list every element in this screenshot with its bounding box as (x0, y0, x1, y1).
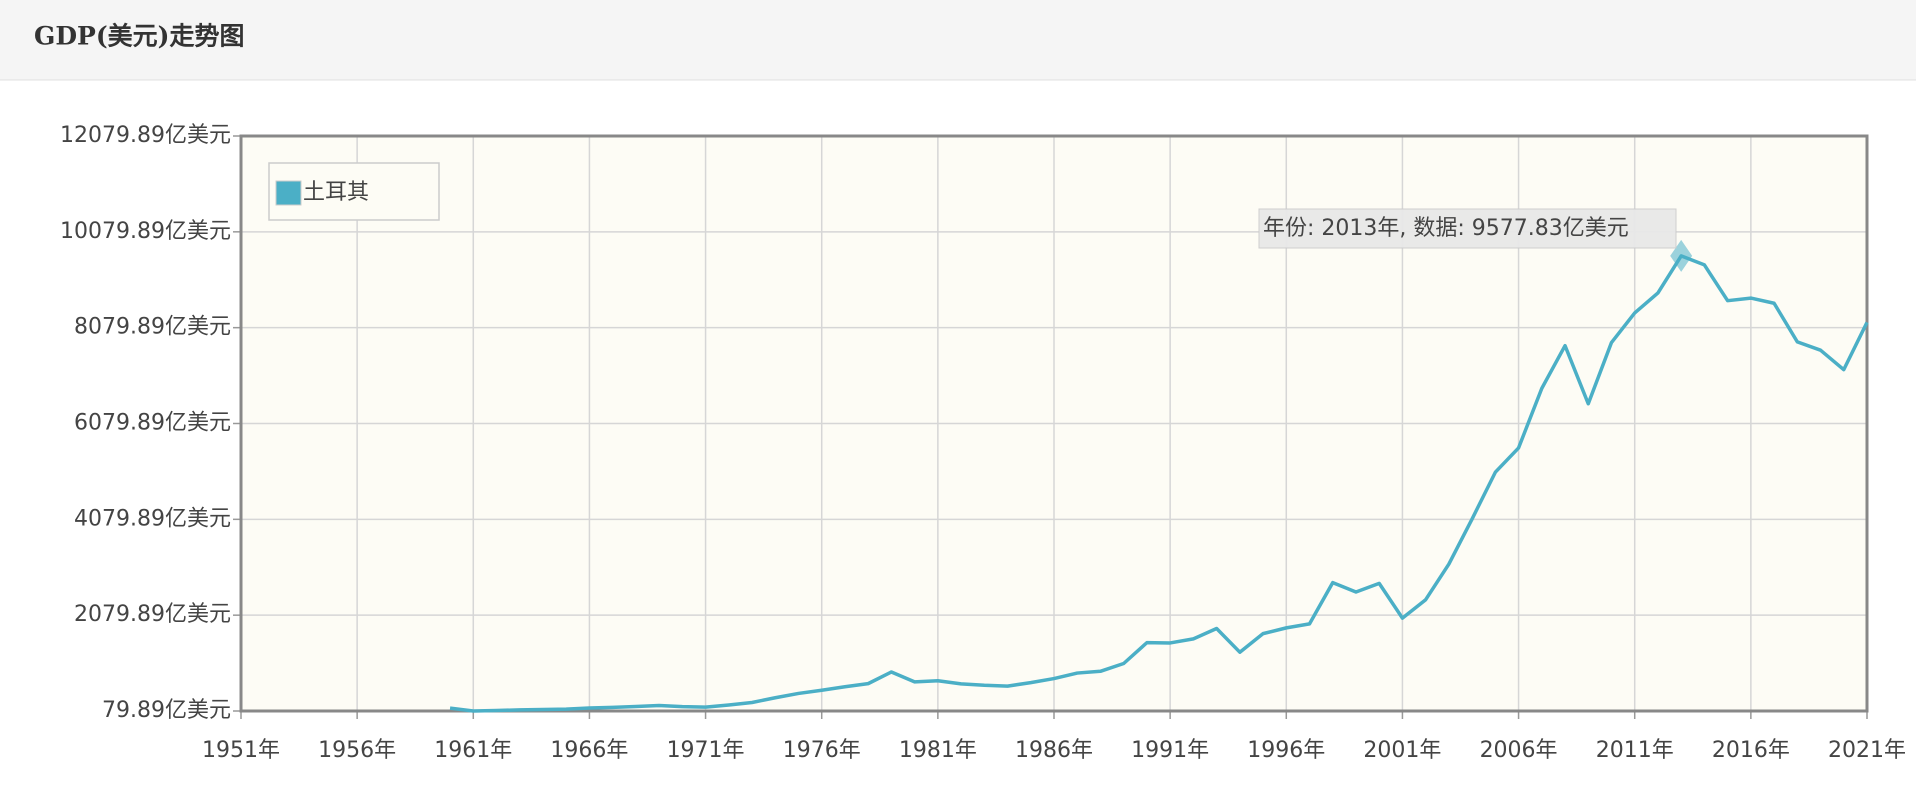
y-tick-label: 4079.89亿美元 (74, 506, 231, 531)
x-tick-label: 1981年 (899, 738, 977, 763)
x-tick-label: 1966年 (550, 738, 628, 763)
x-tick-label: 2011年 (1596, 738, 1674, 763)
x-tick-label: 1996年 (1247, 738, 1325, 763)
x-tick-label: 2021年 (1828, 738, 1906, 763)
x-tick-label: 1986年 (1015, 738, 1093, 763)
plot-frame (239, 134, 1869, 713)
x-tick-label: 2016年 (1712, 738, 1790, 763)
tooltip-text: 年份: 2013年, 数据: 9577.83亿美元 (1263, 216, 1629, 241)
x-tick-label: 1956年 (318, 738, 396, 763)
x-tick-label: 2001年 (1363, 738, 1441, 763)
x-tick-label: 1951年 (202, 738, 280, 763)
y-tick-label: 79.89亿美元 (102, 698, 231, 723)
y-tick-label: 10079.89亿美元 (60, 219, 231, 244)
y-tick-label: 2079.89亿美元 (74, 602, 231, 627)
y-tick-label: 8079.89亿美元 (74, 315, 231, 340)
legend-label: 土耳其 (303, 180, 369, 205)
data-line (449, 254, 1869, 713)
y-tick-label: 12079.89亿美元 (60, 123, 231, 148)
x-tick-label: 1971年 (667, 738, 745, 763)
x-tick-label: 1961年 (434, 738, 512, 763)
x-tick-label: 1991年 (1131, 738, 1209, 763)
y-tick-label: 6079.89亿美元 (74, 411, 231, 436)
tooltip-box (1258, 208, 1677, 249)
header-bar (0, 0, 1916, 80)
x-tick-label: 1976年 (783, 738, 861, 763)
legend-swatch (275, 180, 302, 206)
x-tick-label: 2006年 (1480, 738, 1558, 763)
chart-title: GDP(美元)走势图 (34, 22, 245, 51)
